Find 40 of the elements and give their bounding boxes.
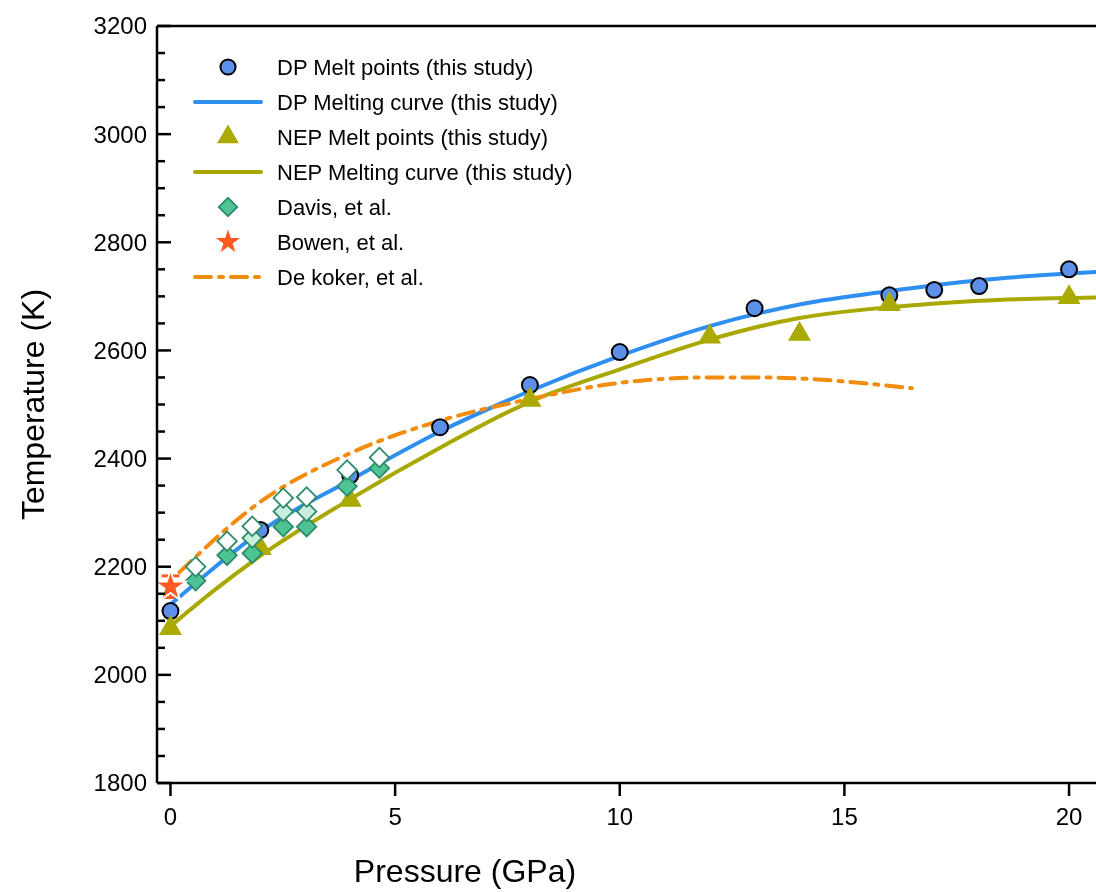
x-axis-title: Pressure (GPa): [353, 853, 577, 889]
x-tick-label: 0: [163, 803, 178, 830]
y-tick-label: 3000: [93, 120, 147, 148]
point: [520, 376, 539, 394]
y-tick-label: 1800: [93, 769, 147, 797]
legend-label: DP Melting curve (this study): [277, 89, 558, 115]
y-tick-label: 2400: [93, 444, 147, 472]
point: [336, 459, 358, 481]
x-tick-label: 10: [606, 803, 634, 830]
y-tick-label: 3200: [93, 12, 147, 40]
legend-label: NEP Melting curve (this study): [277, 159, 573, 185]
point: [216, 530, 238, 552]
point: [970, 277, 989, 296]
point: [368, 446, 391, 469]
point: [610, 343, 629, 362]
point: [295, 486, 318, 508]
point: [431, 418, 450, 437]
y-tick-label: 2600: [93, 336, 147, 364]
point: [161, 602, 180, 621]
point: [241, 515, 263, 537]
y-axis-title: Temperature (K): [15, 288, 51, 521]
point: [745, 299, 764, 318]
x-tick-label: 15: [831, 803, 858, 830]
point: [925, 280, 944, 299]
point: [272, 487, 294, 509]
y-tick-label: 2200: [93, 553, 147, 581]
legend-label: Bowen, et al.: [277, 229, 405, 255]
point: [295, 516, 318, 538]
legend-label: NEP Melt points (this study): [277, 124, 549, 150]
point: [336, 475, 358, 497]
x-tick-label: 5: [388, 803, 402, 830]
y-tick-label: 2000: [93, 661, 147, 689]
point: [184, 556, 207, 578]
point: [272, 516, 294, 538]
legend-label: DP Melt points (this study): [277, 54, 534, 80]
y-tick-label: 2800: [93, 228, 147, 256]
legend-label: De koker, et al.: [277, 264, 424, 290]
legend-label: Davis, et al.: [277, 194, 392, 220]
x-tick-label: 20: [1055, 803, 1083, 830]
point: [1060, 260, 1079, 279]
